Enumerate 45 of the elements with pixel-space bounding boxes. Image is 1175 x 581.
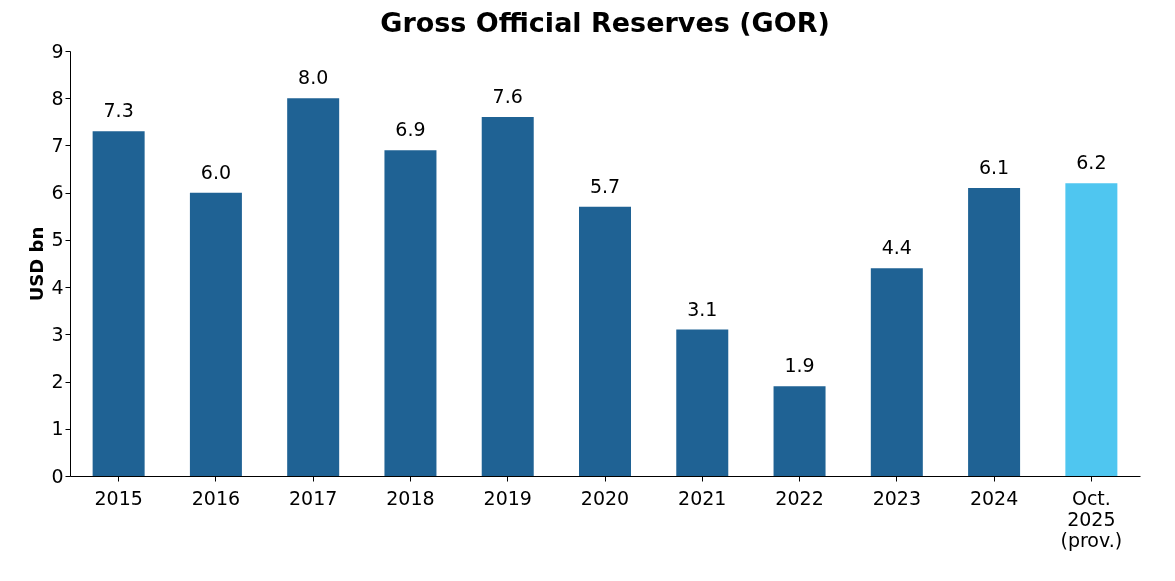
data-label: 7.6 bbox=[492, 85, 523, 108]
data-label: 6.0 bbox=[200, 160, 232, 183]
x-tick-label: 2021 bbox=[678, 486, 727, 509]
bar bbox=[481, 117, 534, 476]
y-tick-label: 7 bbox=[51, 133, 64, 156]
chart-title: Gross Official Reserves (GOR) bbox=[380, 7, 830, 38]
bar bbox=[189, 192, 242, 476]
data-label: 8.0 bbox=[298, 66, 329, 89]
bar bbox=[92, 131, 145, 476]
data-label: 4.4 bbox=[881, 236, 912, 259]
bar bbox=[579, 206, 631, 476]
y-tick-label: 8 bbox=[51, 86, 64, 109]
bar bbox=[1065, 183, 1118, 476]
y-tick-label: 1 bbox=[51, 417, 64, 440]
data-label: 7.3 bbox=[103, 99, 134, 122]
bar bbox=[870, 268, 923, 476]
x-tick-label: 2019 bbox=[483, 486, 532, 509]
y-tick-label: 9 bbox=[51, 39, 64, 62]
data-label: 6.9 bbox=[395, 118, 426, 141]
bar bbox=[676, 329, 729, 476]
x-tick-label: 2018 bbox=[386, 486, 435, 509]
y-tick-label: 0 bbox=[51, 464, 64, 487]
data-label: 6.1 bbox=[978, 155, 1010, 178]
x-tick-label: 2023 bbox=[872, 486, 921, 509]
data-label: 5.7 bbox=[589, 174, 621, 197]
x-tick-label: Oct. 2025 (prov.) bbox=[1060, 486, 1123, 551]
x-tick-label: 2020 bbox=[580, 486, 630, 509]
y-tick-label: 3 bbox=[51, 322, 64, 345]
x-tick-label: 2024 bbox=[969, 486, 1019, 509]
y-tick-label: 2 bbox=[51, 370, 64, 393]
x-tick-label: 2017 bbox=[289, 486, 338, 509]
y-tick-label: 4 bbox=[51, 275, 64, 298]
y-axis-title: USD bn bbox=[26, 226, 48, 302]
x-tick-label: 2016 bbox=[191, 486, 241, 509]
bar bbox=[384, 150, 437, 476]
y-tick-label: 5 bbox=[51, 228, 64, 251]
y-tick-label: 6 bbox=[51, 181, 64, 204]
data-label: 3.1 bbox=[687, 297, 718, 320]
bar bbox=[773, 386, 826, 476]
data-label: 6.2 bbox=[1076, 151, 1107, 174]
bar bbox=[968, 187, 1021, 476]
data-label: 1.9 bbox=[784, 354, 815, 377]
x-tick-label: 2022 bbox=[775, 486, 824, 509]
bar bbox=[287, 98, 340, 476]
x-tick-label: 2015 bbox=[94, 486, 143, 509]
